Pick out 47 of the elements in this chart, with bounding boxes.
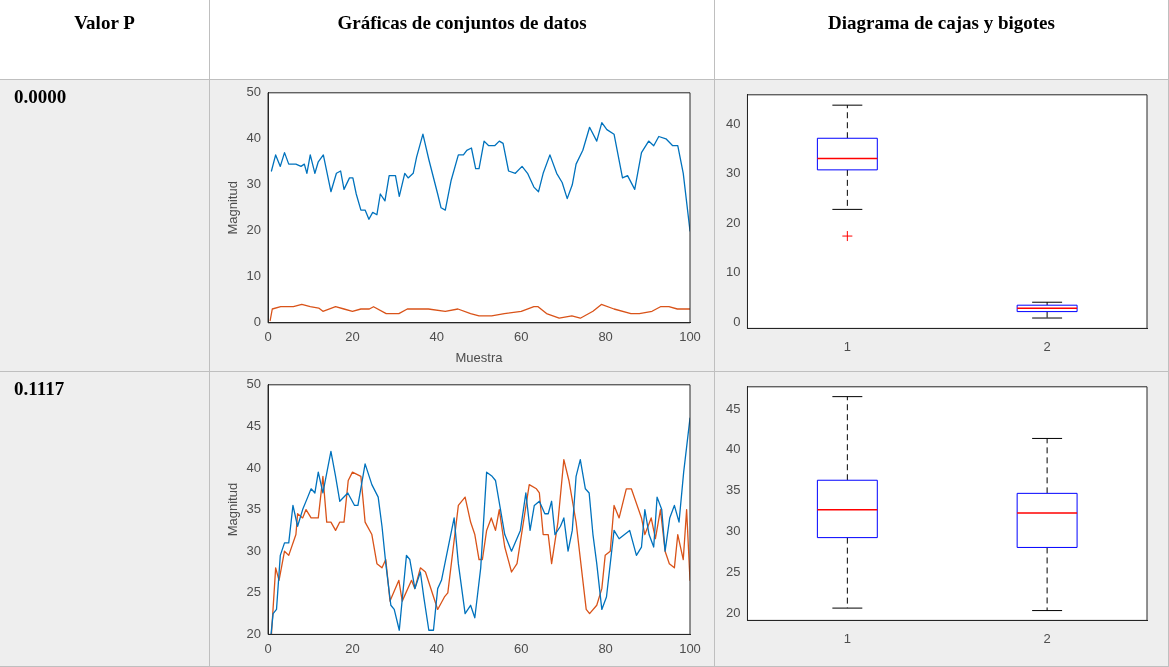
y-axis-title: Magnitud [225,482,241,537]
x-tick-label: 100 [679,329,701,345]
text: Valor P [0,0,210,80]
y-tick-label: 0 [253,314,262,330]
y-tick-label: 25 [725,564,741,580]
y-tick-label: 45 [246,417,262,433]
y-tick-label: 10 [725,264,741,280]
x-tick-label: 2 [1043,630,1051,646]
y-tick-label: 40 [725,441,741,457]
x-tick-label: 40 [429,329,445,345]
x-axis-title: Muestra [455,349,504,365]
x-tick-label: 60 [513,640,529,656]
x-tick-label: 80 [598,329,613,345]
text: 0.1117 [14,378,66,400]
y-tick-label: 25 [246,584,262,600]
y-tick-label: 35 [246,501,262,517]
y-tick-label: 30 [246,176,262,192]
text: Diagrama de cajas y bigotes [715,0,1169,80]
y-tick-label: 30 [725,523,741,539]
x-tick-label: 0 [264,329,272,345]
y-tick-label: 30 [725,165,741,181]
y-tick-label: 20 [246,222,262,238]
y-tick-label: 50 [246,84,262,100]
y-tick-label: 40 [246,130,262,146]
text: Gráficas de conjuntos de datos [210,0,715,80]
x-tick-label: 1 [843,338,851,354]
x-tick-label: 60 [513,329,529,345]
y-tick-label: 0 [733,313,741,329]
y-tick-label: 10 [246,268,262,284]
y-tick-label: 50 [246,376,262,392]
y-tick-label: 35 [725,482,741,498]
x-tick-label: 2 [1043,338,1051,354]
y-tick-label: 20 [725,214,741,230]
y-tick-label: 40 [725,116,741,132]
y-tick-label: 40 [246,459,262,475]
x-tick-label: 20 [345,640,360,656]
x-tick-label: 40 [429,640,445,656]
x-tick-label: 1 [843,630,851,646]
y-tick-label: 45 [725,400,741,416]
x-tick-label: 80 [598,640,613,656]
x-tick-label: 0 [264,640,272,656]
y-tick-label: 30 [246,542,262,558]
y-tick-label: 20 [725,605,741,621]
text: 0.0000 [14,86,68,108]
x-tick-label: 100 [679,640,701,656]
y-axis-title: Magnitud [225,181,241,235]
x-tick-label: 20 [345,329,360,345]
